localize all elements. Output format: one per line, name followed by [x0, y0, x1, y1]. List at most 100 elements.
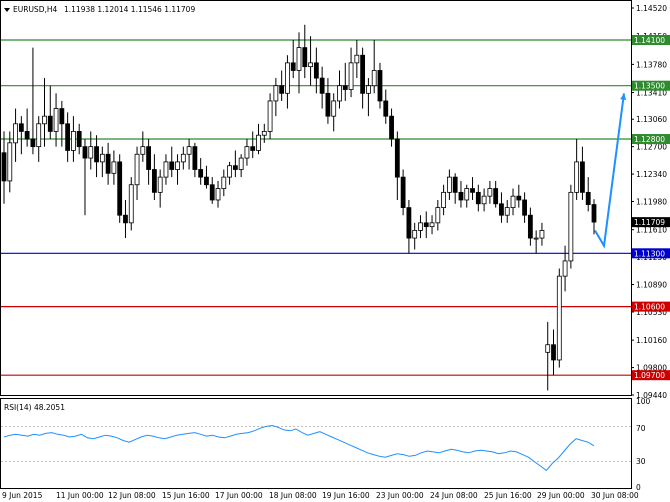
candle-body	[82, 146, 88, 159]
candle-body	[151, 169, 157, 193]
level-tag	[632, 34, 670, 45]
candle-body	[580, 161, 585, 193]
candle-body	[418, 222, 423, 231]
level-tag-label: 1.13500	[634, 82, 665, 91]
candle-body	[65, 123, 71, 151]
candle-body	[157, 176, 163, 193]
horizontal-levels[interactable]	[1, 39, 631, 376]
rsi-indicator	[1, 424, 631, 472]
candle-body	[562, 260, 568, 277]
candle-body	[464, 188, 470, 201]
candle-body	[163, 161, 169, 178]
candle-body	[209, 184, 215, 201]
candle-body	[180, 153, 186, 163]
triangle-down-icon[interactable]	[4, 8, 10, 12]
ohlc-values: 1.11938 1.12014 1.11546 1.11709	[64, 5, 195, 14]
rsi-level-70: 70	[636, 424, 646, 433]
candle-body	[470, 188, 475, 193]
candle-body	[337, 85, 342, 102]
candle-body	[568, 191, 574, 262]
arrow-head-icon	[620, 93, 627, 100]
candle-body	[319, 77, 325, 94]
candle-body	[313, 62, 319, 79]
candle-body	[175, 161, 180, 170]
candle-body	[342, 85, 348, 90]
candle-body	[59, 108, 65, 125]
price-tick-label: 1.10160	[636, 336, 667, 345]
candle-body	[256, 134, 261, 151]
candlesticks	[1, 24, 597, 391]
candle-body	[192, 146, 198, 170]
price-tick-label: 1.13410	[636, 89, 667, 98]
candle-body	[238, 157, 244, 170]
candle-body	[481, 195, 487, 205]
rsi-level-0: 0	[636, 483, 641, 492]
candle-body	[30, 138, 36, 148]
time-label: 19 Jun 16:00	[322, 491, 370, 500]
candle-body	[504, 207, 510, 216]
candle-body	[429, 222, 435, 228]
candle-body	[539, 230, 545, 239]
time-label: 17 Jun 00:00	[215, 491, 263, 500]
candle-body	[296, 47, 302, 71]
candle-body	[13, 123, 18, 144]
candle-body	[244, 146, 250, 159]
candle-body	[475, 191, 481, 205]
candle-body	[134, 153, 140, 186]
time-label: 15 Jun 16:00	[162, 491, 210, 500]
candle-body	[354, 54, 360, 64]
time-label: 23 Jun 00:00	[376, 491, 424, 500]
time-label: 18 Jun 08:00	[269, 491, 317, 500]
candle-body	[493, 188, 499, 205]
candle-body	[585, 191, 591, 205]
time-label: 29 Jun 00:00	[537, 491, 585, 500]
candle-body	[446, 176, 452, 193]
candle-body	[435, 207, 441, 224]
candle-body	[227, 165, 232, 178]
price-tick-label: 1.13780	[636, 60, 667, 69]
candle-body	[308, 62, 313, 68]
candle-body	[377, 70, 383, 102]
candle-body	[499, 203, 504, 216]
candle-body	[76, 131, 82, 148]
price-tick-label: 1.12700	[636, 143, 667, 152]
candle-body	[47, 115, 53, 132]
candle-body	[400, 176, 406, 208]
candle-body	[516, 195, 522, 201]
price-tick-label: 1.09800	[636, 364, 667, 373]
candle-body	[371, 70, 377, 87]
candle-body	[487, 188, 493, 197]
candle-body	[452, 176, 458, 193]
forecast-path[interactable]	[594, 93, 625, 249]
level-tag-label: 1.10600	[634, 303, 665, 312]
candle-body	[441, 191, 447, 208]
current-price-label: 1.11709	[634, 218, 665, 227]
symbol-label: EURUSD,H4	[13, 5, 57, 14]
candle-body	[261, 131, 267, 136]
candle-body	[140, 146, 146, 155]
time-label: 9 Jun 2015	[2, 491, 43, 500]
candle-body	[1, 152, 7, 182]
candle-body	[42, 115, 47, 125]
rsi-line	[3, 424, 595, 472]
candle-body	[111, 161, 117, 174]
level-tag	[632, 370, 670, 381]
forecast-arrow[interactable]	[594, 93, 627, 249]
candle-body	[279, 85, 285, 94]
candle-body	[36, 123, 42, 148]
candle-body	[383, 100, 389, 117]
candle-body	[18, 123, 24, 132]
price-tick-label: 1.11610	[636, 226, 667, 235]
price-panel-frame	[0, 0, 632, 396]
candle-body	[105, 153, 111, 174]
candle-body	[527, 214, 533, 239]
candle-body	[215, 188, 221, 201]
candle-body	[591, 204, 597, 223]
level-tag-label: 1.12800	[634, 135, 665, 144]
candle-body	[510, 195, 516, 208]
price-tags: 1.14100 1.13500 1.12800 1.11300 1.10600 1.097…	[632, 34, 670, 381]
candle-body	[458, 191, 464, 201]
level-tag-label: 1.09700	[634, 371, 665, 380]
time-label: 25 Jun 16:00	[484, 491, 532, 500]
